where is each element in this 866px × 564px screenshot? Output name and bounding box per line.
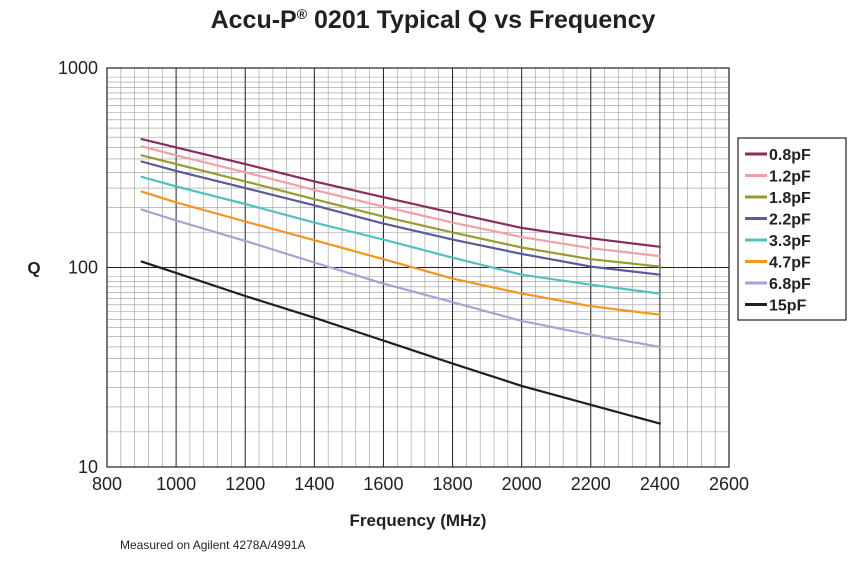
series-line bbox=[140, 154, 662, 268]
x-tick-label: 1200 bbox=[225, 474, 265, 494]
legend-label: 3.3pF bbox=[769, 233, 811, 250]
y-axis-label: Q bbox=[27, 259, 40, 278]
legend: 0.8pF 1.2pF 1.8pF 2.2pF 3.3pF 4.7pF 6.8pF 15pF bbox=[737, 137, 847, 321]
legend-label: 15pF bbox=[769, 298, 807, 315]
series-line bbox=[140, 160, 662, 276]
legend-label: 0.8pF bbox=[769, 147, 811, 164]
legend-box bbox=[737, 137, 847, 321]
x-tick-label: 1600 bbox=[363, 474, 403, 494]
x-tick-labels: 800 1000 1200 1400 1600 1800 2000 2200 2400 2600 bbox=[92, 474, 749, 494]
x-tick-label: 2400 bbox=[640, 474, 680, 494]
legend-label: 4.7pF bbox=[769, 255, 811, 272]
legend-label: 1.8pF bbox=[769, 190, 811, 207]
y-tick-label: 10 bbox=[78, 457, 98, 477]
registered-mark: ® bbox=[296, 6, 308, 22]
measurement-footnote: Measured on Agilent 4278A/4991A bbox=[120, 538, 306, 552]
series-line bbox=[140, 175, 662, 295]
x-tick-label: 1000 bbox=[156, 474, 196, 494]
series-lines bbox=[140, 138, 662, 425]
x-tick-label: 2000 bbox=[502, 474, 542, 494]
x-tick-label: 800 bbox=[92, 474, 122, 494]
legend-label: 2.2pF bbox=[769, 212, 811, 229]
legend-label: 6.8pF bbox=[769, 276, 811, 293]
title-main: Accu-P bbox=[210, 6, 297, 34]
chart-title: Accu-P® 0201 Typical Q vs Frequency bbox=[0, 6, 866, 35]
plot-frame bbox=[106, 67, 730, 468]
y-tick-label: 1000 bbox=[58, 58, 98, 78]
x-tick-label: 1400 bbox=[294, 474, 334, 494]
series-line bbox=[140, 145, 662, 258]
series-line bbox=[140, 138, 662, 248]
title-rest: 0201 Typical Q vs Frequency bbox=[307, 6, 656, 34]
y-tick-labels: 10 100 1000 bbox=[58, 58, 98, 477]
x-tick-label: 2200 bbox=[571, 474, 611, 494]
y-tick-label: 100 bbox=[68, 258, 98, 278]
series-line bbox=[140, 260, 662, 425]
legend-label: 1.2pF bbox=[769, 169, 811, 186]
x-tick-label: 1800 bbox=[433, 474, 473, 494]
x-tick-label: 2600 bbox=[709, 474, 749, 494]
series-line bbox=[140, 190, 662, 316]
x-axis-label: Frequency (MHz) bbox=[350, 511, 487, 530]
series-line bbox=[140, 208, 662, 348]
